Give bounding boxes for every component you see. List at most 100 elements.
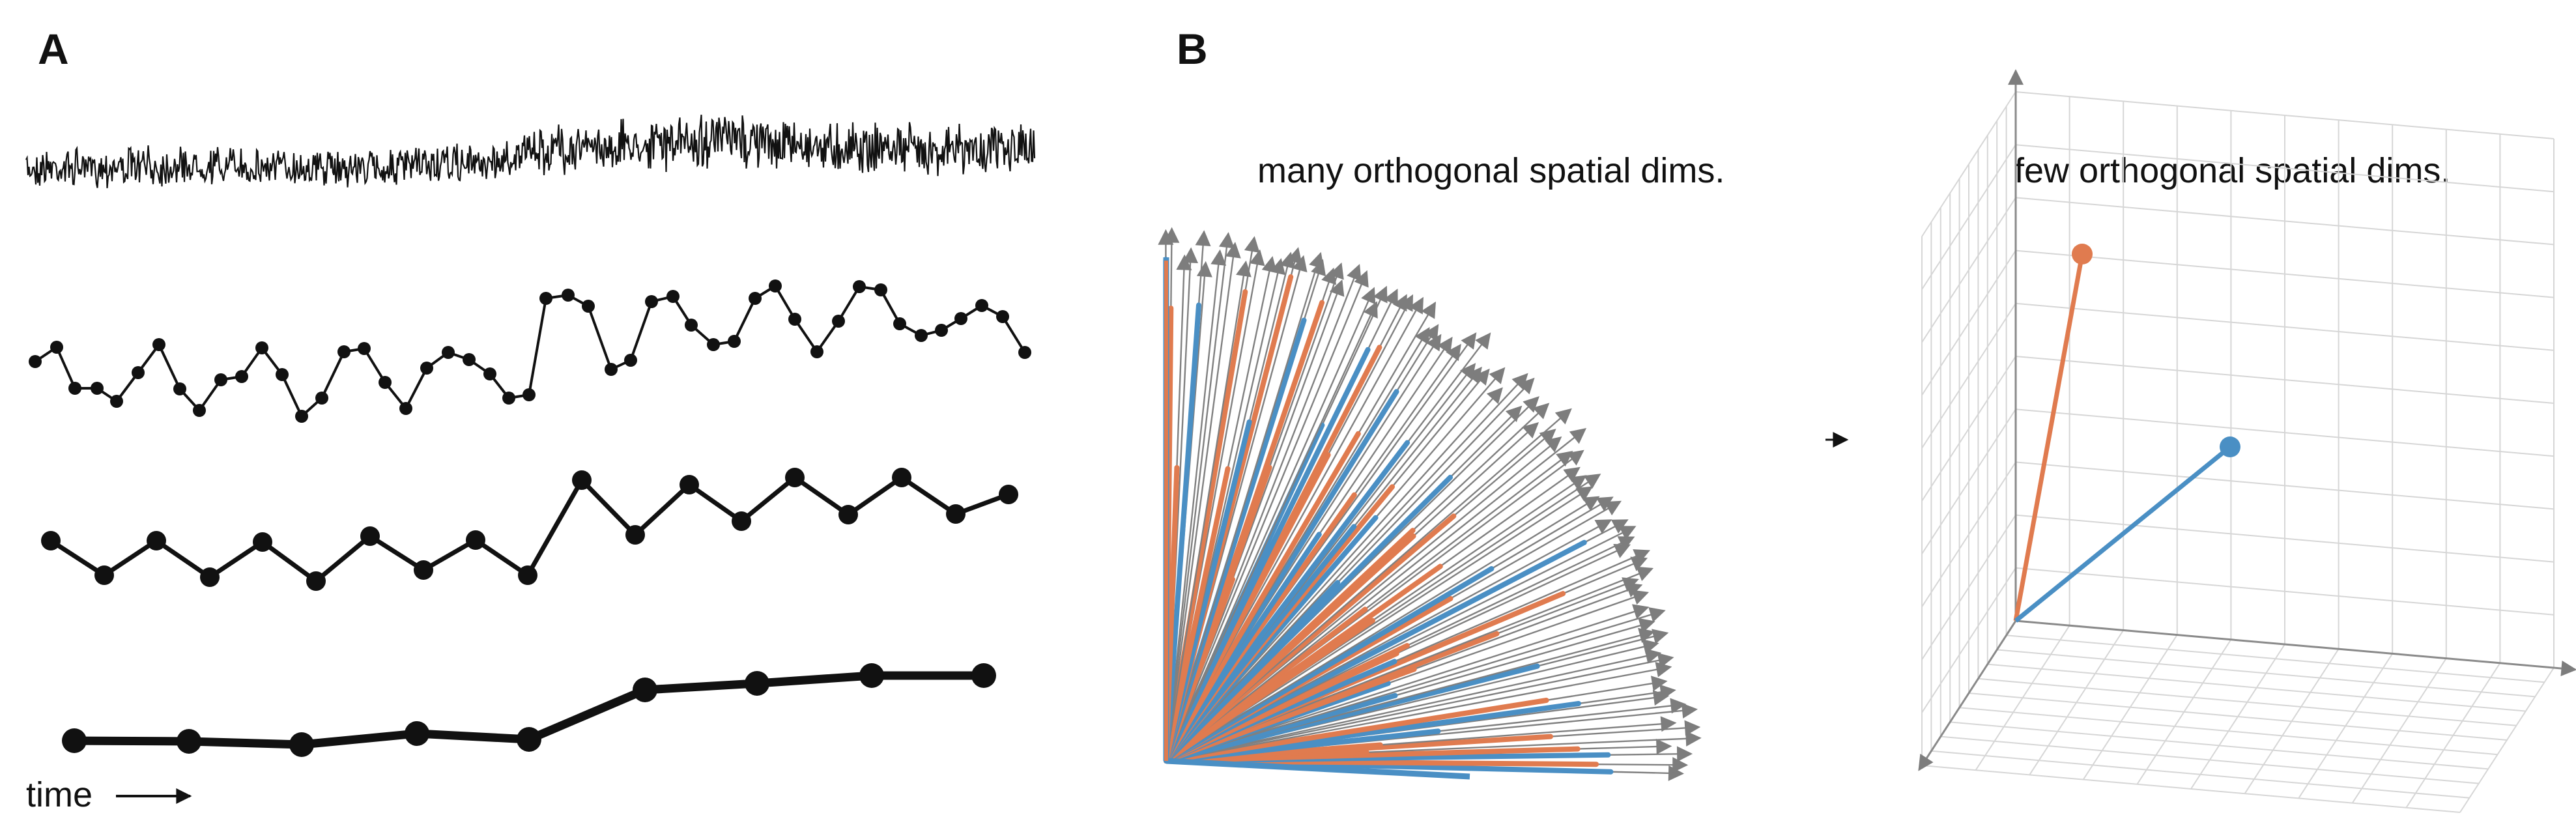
panel-a: A time — [25, 25, 1036, 814]
grid-line — [2015, 197, 2555, 246]
grid-line — [1968, 692, 2508, 741]
orange-projection-bar — [1164, 698, 1549, 764]
blue-projection-bar — [1164, 539, 1587, 764]
grid-line — [2351, 658, 2447, 804]
fine-point — [295, 410, 308, 423]
coarse-point — [633, 678, 657, 702]
medium-point — [360, 526, 380, 546]
gray-vector-arrow — [1165, 260, 1252, 762]
grid-line — [1921, 250, 2016, 396]
fine-point — [975, 299, 988, 312]
grid-line — [2015, 356, 2555, 404]
fine-point — [915, 329, 928, 342]
medium-point — [785, 468, 805, 487]
low-dim-3d-plot — [1918, 69, 2576, 813]
grid-line — [2015, 91, 2555, 139]
coarse-point — [177, 729, 201, 754]
fine-point — [954, 312, 967, 325]
fine-point — [874, 283, 887, 296]
gray-vector-arrow — [1165, 242, 1241, 762]
fine-point — [379, 376, 392, 389]
grid-line — [1931, 750, 2470, 799]
grid-line — [1921, 356, 2016, 502]
medium-point — [253, 532, 272, 552]
fine-point — [645, 295, 658, 308]
medium-point — [200, 567, 220, 587]
grid-line — [2405, 663, 2501, 808]
gray-vector-arrow — [1166, 428, 1587, 762]
fine-point — [996, 310, 1009, 323]
grid-line — [2015, 302, 2555, 351]
blue-projection-bar — [1164, 302, 1201, 764]
gray-vector-arrow — [1166, 496, 1600, 762]
grid-line — [2015, 144, 2555, 193]
fine-point — [193, 404, 206, 417]
fine-point — [749, 292, 762, 305]
gray-vector-arrow — [1166, 373, 1528, 762]
medium-line — [50, 475, 1010, 584]
coarse-point — [745, 671, 769, 696]
fine-point — [582, 300, 595, 313]
medium-point — [892, 468, 911, 487]
medium-point — [999, 485, 1018, 504]
fine-point — [769, 279, 782, 293]
fine-point — [235, 370, 248, 383]
fine-point — [685, 319, 698, 332]
fine-point — [442, 346, 455, 359]
fine-point — [666, 290, 680, 303]
coarse-point — [971, 663, 996, 688]
fine-point — [935, 324, 948, 337]
fine-point — [728, 335, 741, 348]
fine-point — [539, 292, 552, 305]
medium-point — [680, 475, 699, 494]
panel-b: B many orthogonal spatial dims. few orth… — [1158, 25, 2576, 813]
fine-point — [214, 373, 227, 386]
gray-vector-arrow — [1165, 301, 1378, 762]
medium-point — [466, 530, 485, 550]
medium-point — [518, 565, 537, 585]
coarse-point — [405, 721, 429, 746]
fine-point — [893, 317, 906, 330]
fine-point — [68, 382, 81, 395]
fine-point — [420, 362, 433, 375]
fine-point — [29, 355, 42, 368]
panel-a-label: A — [38, 25, 69, 73]
fine-point — [522, 388, 536, 401]
fine-point — [276, 368, 289, 381]
grid-line — [1921, 91, 2016, 237]
z-axis-arrow-icon — [1918, 620, 2017, 771]
fine-point — [173, 382, 186, 395]
fine-point — [399, 402, 412, 415]
medium-point — [41, 531, 61, 550]
fine-point — [463, 353, 476, 366]
medium-point — [625, 525, 645, 545]
blue-projection-bar — [1164, 566, 1495, 764]
fine-point — [605, 363, 618, 376]
medium-point — [838, 505, 858, 524]
time-label: time — [26, 775, 93, 814]
medium-point — [94, 565, 114, 585]
fine-point — [358, 342, 371, 355]
fine-point — [91, 382, 104, 395]
orange-vector — [2013, 253, 2085, 621]
fine-point — [337, 345, 351, 358]
grid-line — [1921, 197, 2016, 343]
x-axis-arrow-icon — [2015, 620, 2576, 676]
fine-point — [853, 280, 866, 293]
fine-point — [502, 392, 515, 405]
fine-point — [624, 354, 637, 367]
right-caption: few orthogonal spatial dims. — [2014, 151, 2450, 190]
coarse-point — [517, 727, 541, 752]
fine-point — [810, 345, 823, 358]
gray-vector-arrow — [1165, 249, 1227, 762]
coarse-point — [859, 663, 884, 688]
coarse-point — [62, 728, 87, 753]
coarse-point — [289, 732, 314, 757]
fine-point — [483, 367, 496, 380]
grid-line — [1959, 707, 2498, 756]
fine-point — [1018, 346, 1031, 359]
fine-point — [562, 289, 575, 302]
medium-point — [147, 531, 166, 550]
grid-line — [2244, 648, 2340, 794]
fine-point — [832, 315, 845, 328]
